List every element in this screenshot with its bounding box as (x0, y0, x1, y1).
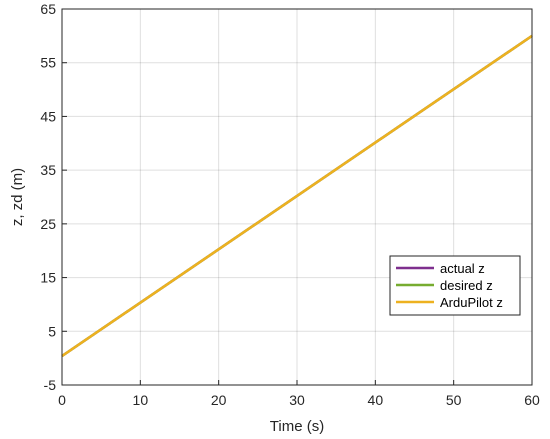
y-tick-label: 45 (40, 108, 56, 124)
x-tick-label: 10 (133, 392, 149, 408)
x-tick-labels: 0 10 20 30 40 50 60 (58, 392, 540, 408)
x-tick-label: 50 (446, 392, 462, 408)
y-tick-labels: -5 5 15 25 35 45 55 65 (40, 1, 56, 393)
y-tick-label: 5 (48, 323, 56, 339)
y-tick-label: 35 (40, 162, 56, 178)
y-tick-label: -5 (44, 377, 57, 393)
legend-label: desired z (440, 278, 493, 293)
y-tick-label: 25 (40, 216, 56, 232)
x-tick-label: 20 (211, 392, 227, 408)
series-lines (61, 34, 533, 358)
x-tick-label: 60 (524, 392, 540, 408)
y-axis-label: z, zd (m) (9, 168, 26, 226)
series-line-2 (61, 34, 533, 358)
y-tick-label: 65 (40, 1, 56, 17)
legend-label: ArduPilot z (440, 295, 503, 310)
x-tick-label: 40 (368, 392, 384, 408)
x-axis-label: Time (s) (270, 418, 324, 435)
y-tick-label: 55 (40, 55, 56, 71)
x-tick-label: 30 (289, 392, 305, 408)
legend-label: actual z (440, 261, 485, 276)
y-tick-label: 15 (40, 270, 56, 286)
legend: actual z desired z ArduPilot z (389, 255, 521, 316)
plot-frame (61, 8, 533, 386)
x-tick-label: 0 (58, 392, 66, 408)
